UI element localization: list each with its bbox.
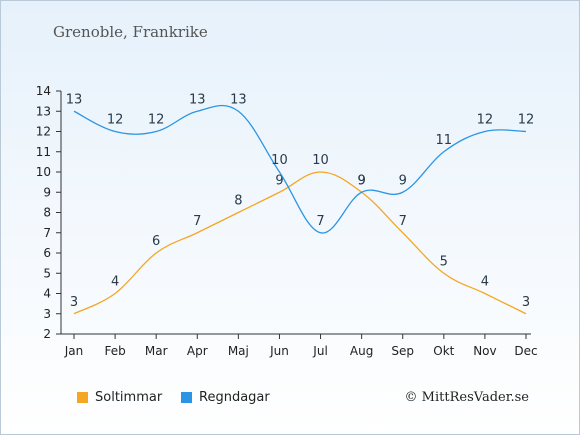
x-tick-label: Sep (391, 344, 414, 358)
series-line-rain (73, 104, 527, 234)
y-tick-label: 7 (43, 226, 51, 240)
legend-swatch-sun (77, 392, 88, 403)
data-label-sun: 3 (70, 295, 78, 310)
legend-item-rain: Regndagar (181, 390, 270, 405)
data-label-rain: 9 (399, 173, 407, 188)
x-tick-label: Jul (312, 344, 327, 358)
data-label-sun: 9 (357, 173, 365, 188)
x-tick-label: Maj (228, 344, 249, 358)
y-tick-label: 9 (43, 185, 51, 199)
data-label-sun: 5 (440, 254, 448, 269)
data-label-sun: 9 (275, 173, 283, 188)
y-tick-label: 10 (36, 165, 51, 179)
y-tick-label: 11 (36, 145, 51, 159)
data-label-rain: 13 (189, 92, 206, 107)
data-label-sun: 6 (152, 234, 160, 249)
x-tick-label: Aug (350, 344, 373, 358)
y-tick-label: 3 (43, 307, 51, 321)
x-tick-label: Jan (64, 344, 84, 358)
legend-swatch-rain (181, 392, 192, 403)
x-tick-label: Okt (433, 344, 454, 358)
x-tick-label: Apr (187, 344, 208, 358)
y-tick-label: 12 (36, 125, 51, 139)
data-label-rain: 13 (66, 92, 83, 107)
x-tick-label: Feb (104, 344, 125, 358)
y-tick-label: 13 (36, 104, 51, 118)
data-label-sun: 4 (481, 275, 489, 290)
y-tick-label: 4 (43, 287, 51, 301)
data-label-sun: 10 (312, 153, 329, 168)
data-label-rain: 9 (357, 173, 365, 188)
data-label-rain: 12 (477, 113, 494, 128)
x-tick-label: Nov (473, 344, 496, 358)
copyright-text: © MittResVader.se (404, 390, 529, 405)
y-tick-label: 5 (43, 266, 51, 280)
data-label-rain: 7 (316, 214, 324, 229)
y-tick-label: 6 (43, 246, 51, 260)
data-label-sun: 8 (234, 194, 242, 209)
x-tick-label: Mar (145, 344, 168, 358)
data-label-sun: 7 (193, 214, 201, 229)
y-tick-label: 8 (43, 206, 51, 220)
data-label-rain: 13 (230, 92, 247, 107)
data-label-sun: 7 (399, 214, 407, 229)
data-label-rain: 12 (518, 113, 535, 128)
legend-label-sun: Soltimmar (95, 390, 163, 405)
y-tick-label: 14 (36, 84, 51, 98)
x-tick-label: Jun (269, 344, 289, 358)
data-label-rain: 10 (271, 153, 288, 168)
data-label-rain: 12 (107, 113, 124, 128)
legend-label-rain: Regndagar (199, 390, 270, 405)
data-label-sun: 3 (522, 295, 530, 310)
data-label-rain: 12 (148, 113, 165, 128)
data-label-rain: 11 (436, 133, 453, 148)
chart-title: Grenoble, Frankrike (53, 23, 208, 41)
legend-item-sun: Soltimmar (77, 390, 162, 405)
series-line-sun (73, 171, 527, 315)
y-tick-label: 2 (43, 327, 51, 341)
data-label-sun: 4 (111, 275, 119, 290)
x-tick-label: Dec (514, 344, 537, 358)
